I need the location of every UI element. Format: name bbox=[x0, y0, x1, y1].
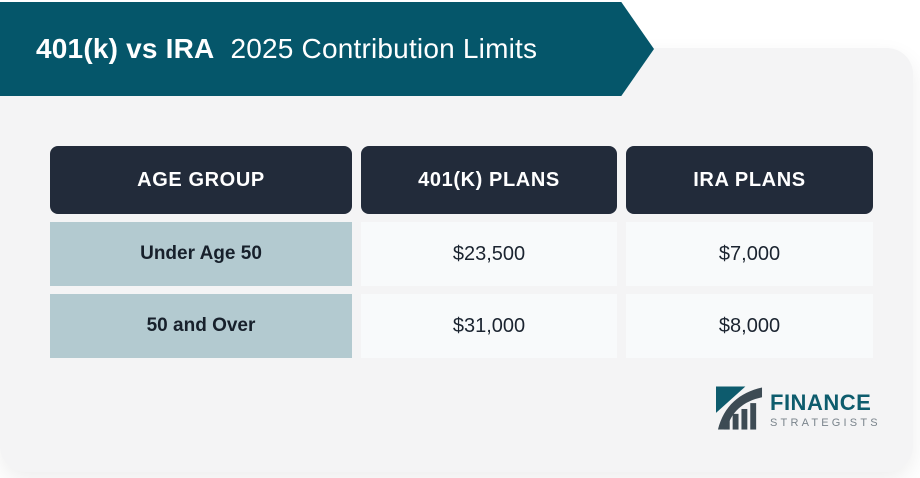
logo-subname: STRATEGISTS bbox=[770, 417, 881, 429]
header-cell-age-group: AGE GROUP bbox=[50, 146, 352, 214]
row-label-50-and-over: 50 and Over bbox=[50, 294, 352, 358]
header-cell-ira-plans: IRA PLANS bbox=[626, 146, 873, 214]
value-ira-under-age-50: $7,000 bbox=[626, 222, 873, 286]
row-label-under-age-50: Under Age 50 bbox=[50, 222, 352, 286]
title-banner: 401(k) vs IRA 2025 Contribution Limits bbox=[0, 2, 654, 96]
value-401k-under-age-50: $23,500 bbox=[361, 222, 617, 286]
finance-strategists-logo: FINANCE STRATEGISTS bbox=[716, 386, 881, 435]
contribution-limits-table: AGE GROUP 401(k) PLANS IRA PLANS Under A… bbox=[50, 146, 873, 358]
header-cell-401k-plans: 401(k) PLANS bbox=[361, 146, 617, 214]
page-title: 401(k) vs IRA 2025 Contribution Limits bbox=[0, 33, 537, 65]
finance-strategists-logo-icon bbox=[716, 386, 763, 435]
logo-text: FINANCE STRATEGISTS bbox=[770, 392, 881, 429]
value-401k-50-and-over: $31,000 bbox=[361, 294, 617, 358]
page-title-bold: 401(k) vs IRA bbox=[36, 33, 215, 64]
value-ira-50-and-over: $8,000 bbox=[626, 294, 873, 358]
logo-name: FINANCE bbox=[770, 390, 872, 415]
page-title-regular: 2025 Contribution Limits bbox=[230, 33, 538, 64]
